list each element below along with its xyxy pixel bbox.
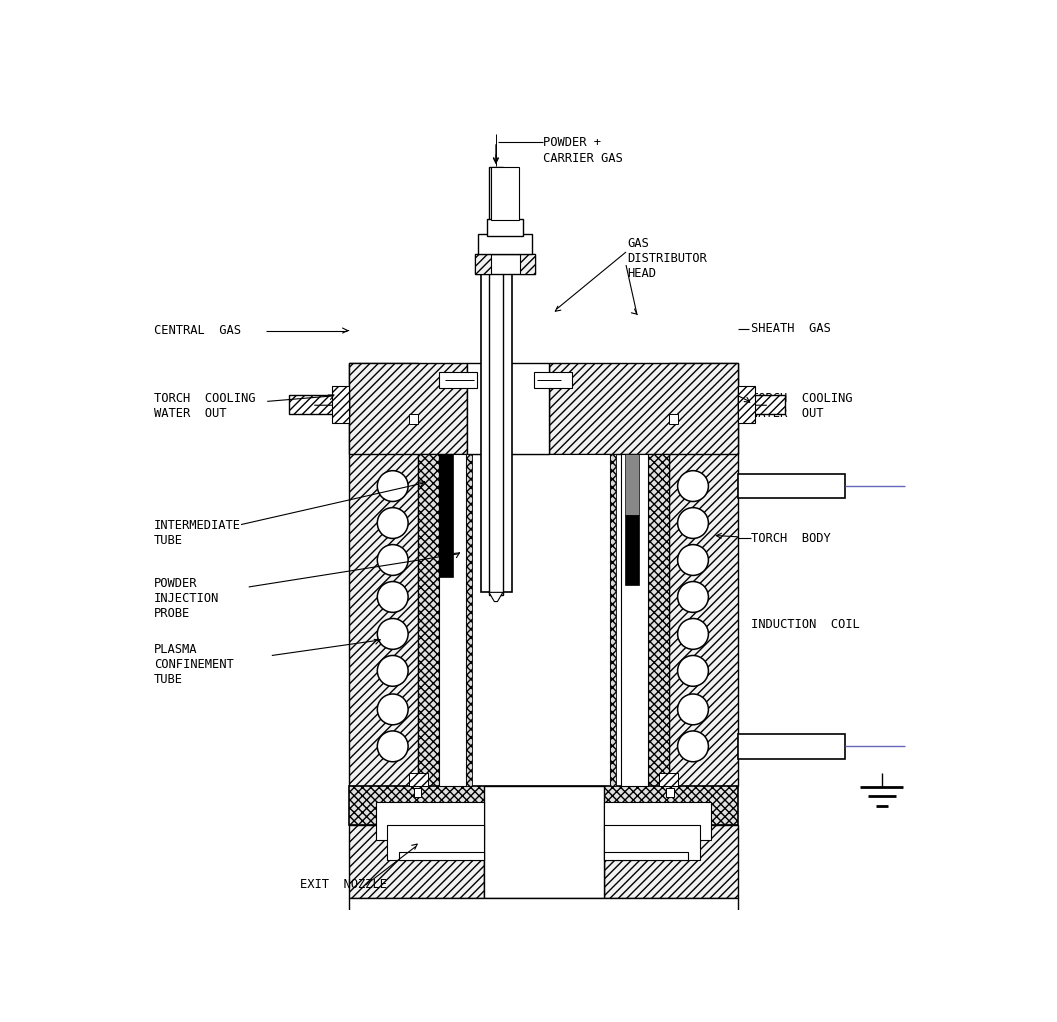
Polygon shape bbox=[489, 593, 503, 602]
Text: PLASMA
CONFINEMENT
TUBE: PLASMA CONFINEMENT TUBE bbox=[154, 643, 234, 686]
Bar bbox=[466, 454, 472, 786]
Bar bbox=[332, 386, 349, 423]
Text: TORCH  COOLING
WATER  OUT: TORCH COOLING WATER OUT bbox=[750, 392, 852, 420]
Circle shape bbox=[678, 545, 708, 575]
Bar bbox=[398, 851, 483, 860]
Bar bbox=[604, 825, 700, 860]
Bar bbox=[349, 363, 419, 786]
Bar bbox=[439, 454, 452, 577]
Bar bbox=[413, 788, 421, 797]
Bar bbox=[739, 734, 845, 758]
Bar bbox=[466, 454, 610, 786]
Bar bbox=[487, 219, 523, 236]
Circle shape bbox=[377, 545, 408, 575]
Bar bbox=[376, 802, 483, 840]
Bar bbox=[483, 786, 604, 898]
Bar bbox=[478, 234, 532, 254]
Bar bbox=[349, 825, 483, 898]
Bar bbox=[520, 253, 535, 274]
Text: POWDER
INJECTION
PROBE: POWDER INJECTION PROBE bbox=[154, 577, 219, 620]
Text: CENTRAL  GAS: CENTRAL GAS bbox=[154, 324, 241, 337]
Bar bbox=[739, 474, 845, 499]
Bar bbox=[387, 825, 483, 860]
Bar bbox=[660, 773, 679, 786]
Circle shape bbox=[678, 618, 708, 649]
Bar bbox=[669, 363, 739, 786]
Bar bbox=[349, 786, 739, 825]
Text: EXIT  NOZZLE: EXIT NOZZLE bbox=[300, 879, 387, 891]
Circle shape bbox=[377, 508, 408, 539]
Bar bbox=[467, 363, 549, 454]
Bar bbox=[626, 454, 639, 515]
Bar bbox=[289, 396, 349, 415]
Bar bbox=[349, 363, 467, 454]
Bar bbox=[534, 372, 572, 387]
Circle shape bbox=[678, 582, 708, 612]
Bar bbox=[669, 414, 679, 424]
Bar bbox=[604, 825, 739, 898]
Bar bbox=[739, 396, 784, 415]
Circle shape bbox=[678, 731, 708, 761]
Bar bbox=[604, 802, 711, 840]
Text: TORCH  COOLING
WATER  OUT: TORCH COOLING WATER OUT bbox=[154, 392, 256, 420]
Text: SHEATH  GAS: SHEATH GAS bbox=[750, 323, 831, 335]
Text: INDUCTION  COIL: INDUCTION COIL bbox=[750, 618, 859, 632]
Circle shape bbox=[678, 655, 708, 687]
Circle shape bbox=[377, 694, 408, 725]
Bar bbox=[626, 515, 639, 585]
Bar bbox=[439, 454, 466, 786]
Bar bbox=[604, 851, 688, 860]
Circle shape bbox=[678, 471, 708, 502]
Circle shape bbox=[377, 618, 408, 649]
Circle shape bbox=[678, 694, 708, 725]
Circle shape bbox=[377, 731, 408, 761]
Bar bbox=[409, 773, 428, 786]
Bar bbox=[549, 363, 739, 454]
Circle shape bbox=[377, 655, 408, 687]
Bar bbox=[419, 454, 439, 786]
Text: INTERMEDIATE
TUBE: INTERMEDIATE TUBE bbox=[154, 519, 241, 547]
Circle shape bbox=[377, 471, 408, 502]
Circle shape bbox=[678, 508, 708, 539]
Bar bbox=[481, 273, 512, 593]
Text: TORCH  BODY: TORCH BODY bbox=[750, 531, 831, 545]
Text: GAS
DISTRIBUTOR
HEAD: GAS DISTRIBUTOR HEAD bbox=[628, 237, 707, 280]
Bar bbox=[475, 253, 535, 274]
Bar bbox=[475, 253, 490, 274]
Bar bbox=[349, 898, 739, 921]
Circle shape bbox=[377, 582, 408, 612]
Bar bbox=[409, 414, 419, 424]
Bar bbox=[610, 454, 616, 786]
Bar bbox=[439, 372, 478, 387]
Bar bbox=[666, 788, 673, 797]
Bar bbox=[739, 386, 756, 423]
Text: POWDER +
CARRIER GAS: POWDER + CARRIER GAS bbox=[543, 137, 623, 165]
Bar bbox=[489, 168, 503, 595]
Bar bbox=[648, 454, 669, 786]
Bar bbox=[492, 168, 519, 220]
Bar bbox=[622, 454, 648, 786]
